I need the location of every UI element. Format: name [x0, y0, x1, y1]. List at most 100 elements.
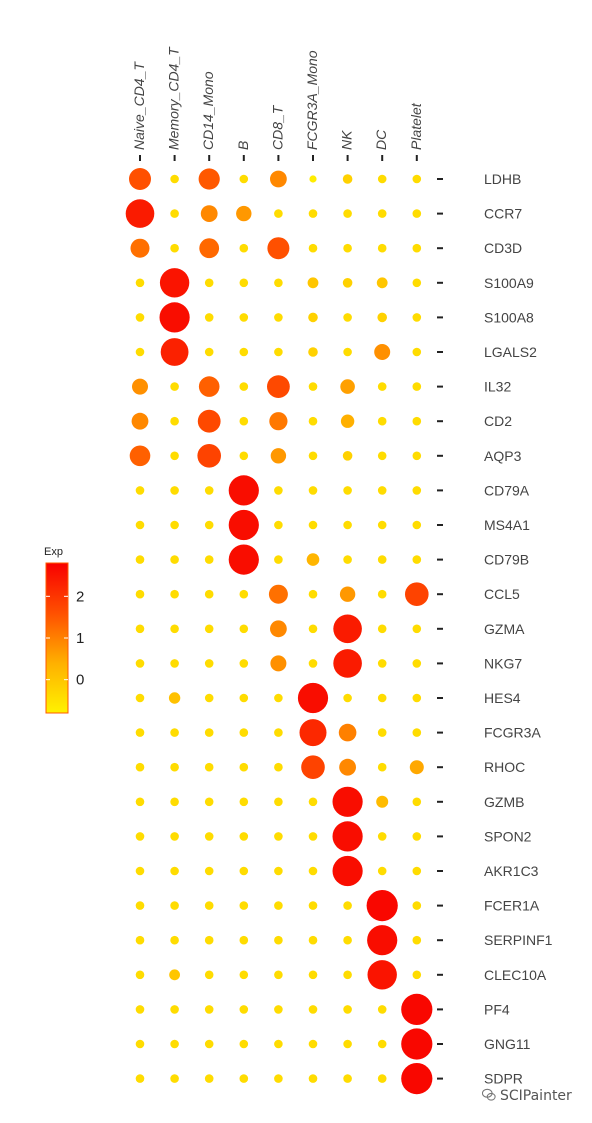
dot: [267, 237, 290, 260]
x-tick-label: Memory_CD4_T: [166, 46, 182, 150]
dot: [274, 486, 283, 495]
dot: [204, 486, 214, 495]
dot: [308, 451, 318, 461]
y-tick-label: CD3D: [484, 240, 522, 256]
dot: [343, 901, 352, 910]
dot: [170, 866, 179, 876]
dot: [135, 970, 145, 980]
dot: [170, 451, 179, 461]
dot: [239, 866, 249, 876]
dot: [135, 1074, 145, 1083]
y-tick-label: CD2: [484, 413, 512, 429]
dot: [239, 970, 249, 980]
dot: [308, 901, 318, 910]
y-tick-label: S100A8: [484, 309, 534, 325]
dot: [274, 347, 283, 357]
dot: [367, 925, 398, 956]
dot: [308, 416, 318, 426]
dot: [228, 475, 259, 506]
dot: [308, 866, 318, 876]
y-tick-label: GZMA: [484, 621, 525, 637]
dot: [308, 520, 318, 530]
y-tick-label: SPON2: [484, 828, 532, 844]
dot: [170, 762, 179, 772]
dot: [308, 347, 318, 357]
dot: [274, 313, 283, 322]
dot: [377, 762, 387, 772]
dot: [343, 313, 352, 322]
dot: [204, 1039, 214, 1049]
dot: [367, 960, 397, 990]
x-tick-label: Naive_CD4_T: [131, 61, 147, 150]
dot: [412, 416, 422, 426]
dot: [401, 1063, 433, 1095]
y-tick-label: SERPINF1: [484, 932, 553, 948]
y-tick-label: CCL5: [484, 586, 520, 602]
dot: [308, 832, 318, 841]
dot: [412, 486, 422, 495]
dot: [170, 624, 179, 634]
dot: [343, 1005, 352, 1014]
dot: [308, 1074, 318, 1083]
dot: [343, 209, 352, 218]
dot: [377, 1005, 387, 1014]
dot: [412, 313, 422, 322]
dot: [332, 786, 363, 817]
x-tick-label: FCGR3A_Mono: [304, 50, 320, 150]
dot: [308, 243, 318, 253]
y-tick-label: RHOC: [484, 759, 525, 775]
dot: [204, 1074, 214, 1083]
y-tick-label: GNG11: [484, 1036, 531, 1052]
dot: [377, 624, 387, 634]
dot: [170, 1005, 179, 1014]
y-tick-label: CCR7: [484, 206, 522, 222]
dot: [204, 762, 214, 772]
dot: [239, 589, 249, 599]
dot: [239, 416, 249, 426]
dot: [228, 544, 259, 575]
dot: [169, 969, 181, 981]
dot: [339, 586, 356, 602]
dot: [339, 758, 356, 776]
x-tick-label: CD14_Mono: [200, 71, 216, 150]
dot: [204, 935, 214, 945]
dot: [170, 243, 179, 253]
dot: [306, 553, 320, 566]
dot: [135, 347, 145, 357]
dot: [135, 1039, 145, 1049]
dot: [274, 1074, 283, 1083]
dot: [239, 728, 249, 737]
dot: [274, 1005, 283, 1014]
dot: [170, 520, 179, 530]
dot: [129, 168, 151, 190]
dot: [204, 693, 214, 703]
dot: [332, 821, 363, 852]
dot: [199, 238, 220, 259]
dot: [239, 1039, 249, 1049]
dot: [204, 866, 214, 876]
dot: [405, 582, 429, 606]
y-tick-label: S100A9: [484, 275, 534, 291]
dot: [343, 693, 352, 703]
dot: [308, 624, 318, 634]
dot: [401, 1028, 433, 1060]
dot: [159, 302, 190, 333]
dot: [412, 278, 422, 288]
dot: [135, 555, 145, 564]
watermark: SCIPainter: [482, 1088, 572, 1104]
dot: [308, 589, 318, 599]
dot: [377, 382, 387, 391]
dot: [308, 970, 318, 980]
dot: [274, 935, 283, 945]
dot: [239, 832, 249, 841]
y-tick-label: NKG7: [484, 655, 522, 671]
dot: [170, 589, 179, 599]
dot: [239, 451, 249, 461]
dot: [274, 1039, 283, 1049]
dot: [129, 445, 151, 467]
dot: [308, 486, 318, 495]
dot: [377, 589, 387, 599]
y-tick-label: FCGR3A: [484, 725, 541, 741]
dot: [132, 378, 148, 395]
